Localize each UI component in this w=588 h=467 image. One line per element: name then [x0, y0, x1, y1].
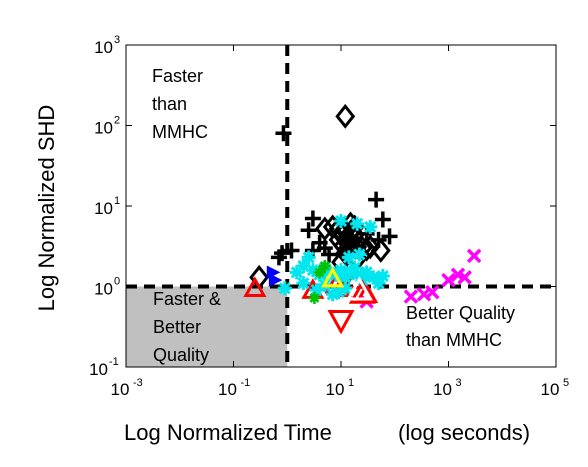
star-marker [296, 258, 311, 273]
y-tick-exponent: 0 [114, 276, 120, 288]
diamond-marker [335, 103, 356, 129]
y-tick-label: 10 [94, 38, 113, 57]
x-marker [466, 248, 482, 264]
asterisk-marker [313, 266, 326, 279]
star-marker [289, 265, 304, 280]
annotation-both-line-2: Better [153, 317, 201, 337]
triangle-down-marker [327, 310, 355, 335]
y-tick-exponent: 1 [114, 195, 120, 207]
x-tick-exponent: -1 [241, 377, 251, 389]
star-marker [371, 276, 386, 291]
x-marker [457, 270, 472, 285]
star-marker [277, 281, 292, 296]
star-marker [359, 265, 374, 280]
plus-marker [275, 125, 292, 142]
x-marker [425, 284, 440, 300]
y-tick-label: 10 [94, 280, 113, 299]
star-marker [334, 263, 348, 278]
x-tick-label: 10 [541, 380, 560, 399]
diamond-marker [314, 216, 335, 242]
star-marker [325, 287, 340, 302]
x-tick-label: 10 [111, 380, 130, 399]
annotation-both-line-1: Faster & [153, 289, 221, 309]
annotation-faster-line-3: MMHC [152, 122, 208, 142]
faster-better-region [126, 286, 288, 367]
x-axis-title-suffix: (log seconds) [398, 420, 530, 445]
x-marker [403, 289, 419, 304]
star-marker [296, 276, 311, 291]
triangle-up-open-marker [345, 276, 373, 301]
annotation-faster-line-1: Faster [152, 66, 203, 86]
star-marker [366, 270, 381, 285]
annotation-both-line-3: Quality [153, 345, 209, 365]
x-marker [441, 272, 456, 288]
star-marker [322, 265, 337, 280]
plus-marker [370, 231, 387, 248]
y-tick-exponent: 2 [114, 115, 120, 127]
triangle-up-marker [243, 276, 267, 297]
y-tick-label: 10 [89, 360, 108, 379]
star-marker [352, 247, 367, 262]
axis-ticks: 10 -3 10 -1 10 1 10 3 10 510 -110 010 110 210 3 [89, 34, 569, 399]
star-marker [331, 285, 346, 300]
x-tick-label: 10 [433, 380, 452, 399]
star-marker [347, 260, 362, 275]
star-marker [309, 283, 324, 298]
x-tick-exponent: 3 [456, 377, 462, 389]
annotation-better-line-2: than MMHC [406, 330, 502, 350]
annotation-faster-line-2: than [152, 94, 187, 114]
plus-marker [368, 191, 385, 208]
x-tick-exponent: 5 [563, 377, 569, 389]
star-marker [338, 281, 353, 296]
y-tick-label: 10 [94, 119, 113, 138]
plus-marker [304, 210, 321, 227]
data-points [243, 103, 482, 335]
diamond-marker [370, 238, 391, 263]
y-tick-exponent: 3 [114, 34, 120, 46]
star-marker [334, 214, 348, 229]
star-marker [363, 219, 378, 234]
star-marker [301, 250, 316, 265]
x-tick-label: 10 [218, 380, 237, 399]
plus-marker [321, 246, 338, 263]
x-tick-label: 10 [326, 380, 345, 399]
y-tick-exponent: -1 [109, 356, 119, 368]
x-tick-exponent: -3 [133, 377, 143, 389]
star-marker [338, 270, 353, 285]
y-axis-title: Log Normalized SHD [34, 105, 59, 312]
star-marker [341, 250, 356, 265]
asterisk-marker [318, 259, 331, 272]
plus-marker [270, 249, 287, 266]
star-marker [350, 267, 365, 282]
plus-marker [283, 242, 300, 259]
asterisk-marker [308, 291, 321, 304]
triangle-up-marker [321, 266, 345, 288]
y-tick-label: 10 [94, 199, 113, 218]
star-marker [305, 263, 320, 278]
star-marker [350, 216, 365, 231]
plus-marker [374, 211, 391, 228]
triangle-right-marker [268, 273, 283, 287]
x-axis-title: Log Normalized Time [124, 420, 332, 445]
star-marker [375, 269, 390, 284]
diamond-marker [360, 234, 381, 260]
plus-marker [381, 228, 398, 245]
annotation-better-line-1: Better Quality [406, 303, 515, 323]
plus-marker [300, 222, 317, 239]
x-tick-exponent: 1 [348, 377, 354, 389]
